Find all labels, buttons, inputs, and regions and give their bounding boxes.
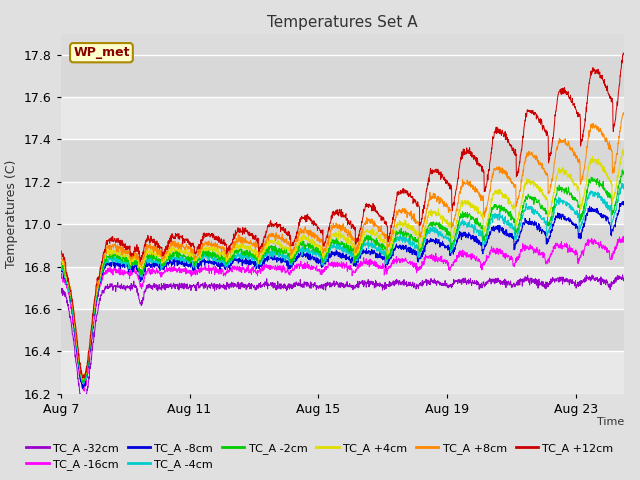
Bar: [61, 55, 624, 97]
Bar: [61, 351, 624, 394]
Text: Time: Time: [596, 417, 624, 427]
Title: Temperatures Set A: Temperatures Set A: [267, 15, 418, 30]
Y-axis label: Temperatures (C): Temperatures (C): [5, 159, 19, 268]
Bar: [61, 224, 624, 266]
Bar: [61, 266, 624, 309]
Bar: [61, 97, 624, 140]
Text: WP_met: WP_met: [73, 46, 130, 59]
Bar: [61, 309, 624, 351]
Legend: TC_A -32cm, TC_A -16cm, TC_A -8cm, TC_A -4cm, TC_A -2cm, TC_A +4cm, TC_A +8cm, T: TC_A -32cm, TC_A -16cm, TC_A -8cm, TC_A …: [22, 438, 618, 474]
Bar: [61, 140, 624, 182]
Bar: [61, 182, 624, 224]
